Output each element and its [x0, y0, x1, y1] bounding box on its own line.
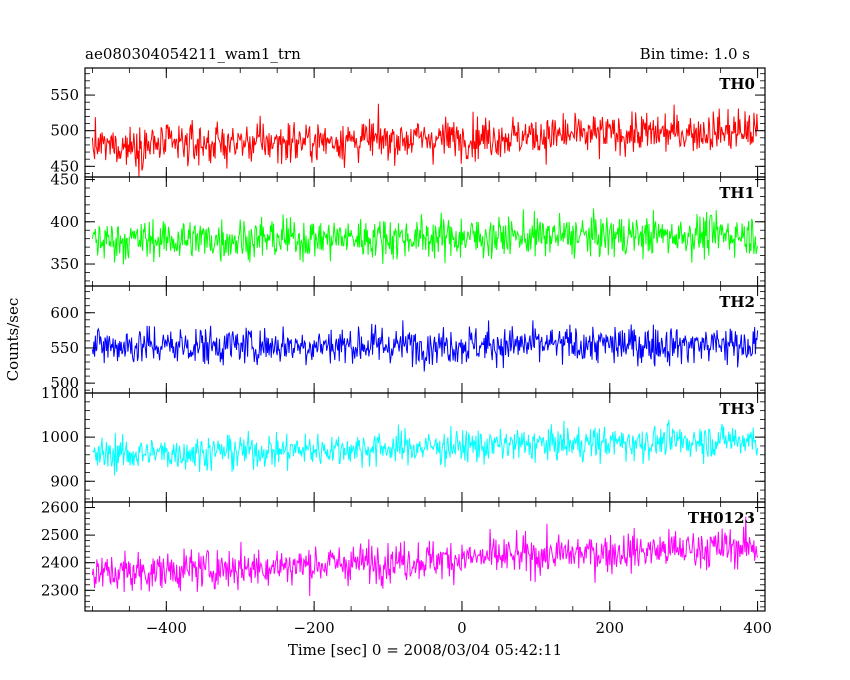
x-tick-label: 0 [457, 619, 467, 637]
y-tick-label: 2300 [41, 581, 79, 599]
series-th3 [92, 419, 759, 476]
y-tick-label: 2400 [41, 554, 79, 572]
series-label-th3: TH3 [719, 400, 755, 418]
panels-group: 450 500 550 TH0 350 400 450 TH1 500 550 600 TH2 900 1… [41, 67, 766, 612]
series-th0123 [91, 516, 759, 596]
panel-th2: 500 550 600 TH2 [50, 285, 766, 394]
x-tick-label: 400 [743, 619, 772, 637]
y-tick-label: 900 [50, 472, 79, 490]
series-label-th2: TH2 [719, 293, 755, 311]
y-tick-label: 350 [50, 255, 79, 273]
y-tick-label: 400 [50, 213, 79, 231]
y-tick-label: 1100 [41, 384, 79, 402]
series-label-th1: TH1 [719, 184, 755, 202]
y-axis-label: Counts/sec [4, 298, 22, 382]
series-label-th0123: TH0123 [688, 509, 755, 527]
y-tick-label: 1000 [41, 428, 79, 446]
y-tick-label: 500 [50, 374, 79, 392]
x-tick-label: −400 [146, 619, 187, 637]
y-tick-label: 550 [50, 339, 79, 357]
series-th2 [91, 320, 759, 372]
y-tick-label: 550 [50, 86, 79, 104]
bin-time-label: Bin time: 1.0 s [639, 45, 750, 63]
panel-th3: 900 1000 1100 TH3 [41, 384, 766, 503]
panel-th1: 350 400 450 TH1 [50, 171, 766, 287]
series-th1 [91, 208, 759, 265]
y-tick-label: 600 [50, 304, 79, 322]
series-th0 [91, 103, 759, 177]
panel-th0: 450 500 550 TH0 [50, 67, 766, 178]
x-axis: −400 −200 0 200 400 [146, 619, 772, 637]
panel-frame [84, 501, 766, 612]
y-tick-label: 2500 [41, 526, 79, 544]
chart-title: ae080304054211_wam1_trn [85, 45, 301, 63]
panel-th0123: 2300 2400 2500 2600 TH0123 [41, 499, 766, 612]
x-tick-label: −200 [294, 619, 335, 637]
panel-frame [84, 67, 766, 178]
y-tick-label: 500 [50, 122, 79, 140]
y-tick-label: 450 [50, 171, 79, 189]
panel-frame [84, 285, 766, 394]
series-label-th0: TH0 [719, 75, 755, 93]
x-axis-label: Time [sec] 0 = 2008/03/04 05:42:11 [288, 641, 562, 659]
y-tick-label: 450 [50, 157, 79, 175]
y-tick-label: 2600 [41, 499, 79, 517]
x-tick-label: 200 [595, 619, 624, 637]
